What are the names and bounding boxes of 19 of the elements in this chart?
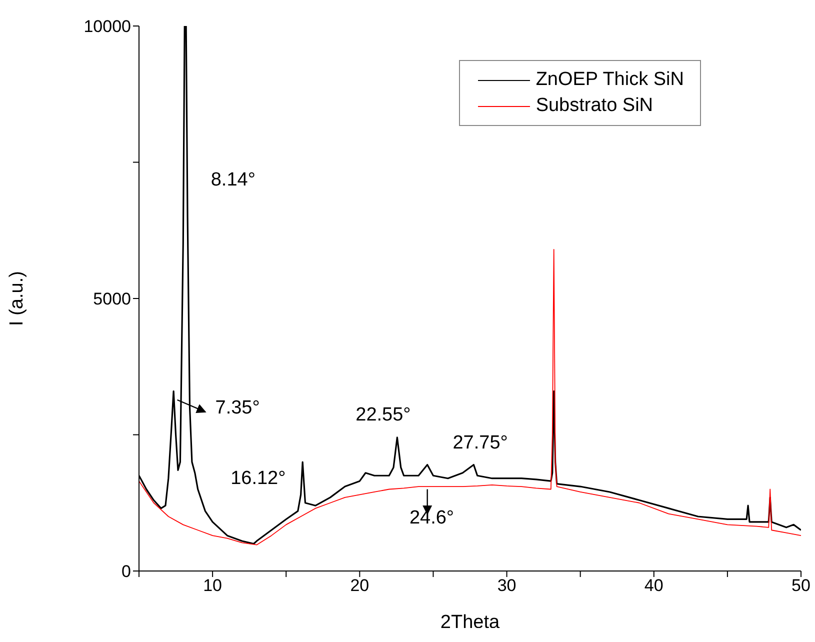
y-tick-label: 0 — [122, 562, 131, 582]
legend-label: ZnOEP Thick SiN — [536, 68, 684, 92]
legend-label: Substrato SiN — [536, 94, 654, 118]
annotation: 22.55° — [356, 404, 411, 426]
annotation: 27.75° — [452, 432, 508, 454]
x-tick-label: 10 — [203, 576, 222, 596]
x-axis-title: 2Theta — [440, 612, 500, 633]
annotation: 7.35° — [215, 398, 260, 419]
line-series — [139, 249, 801, 546]
annotation: 8.14° — [210, 170, 256, 191]
y-tick-label: 10000 — [84, 17, 131, 36]
annotation: 16.12° — [230, 468, 286, 489]
x-tick-label: 20 — [350, 576, 370, 596]
y-axis-title: I (a.u.) — [6, 271, 28, 326]
x-tick-label: 30 — [497, 576, 516, 596]
x-tick-label: 40 — [644, 576, 664, 596]
y-tick-label: 5000 — [93, 290, 131, 309]
annotation: 24.6° — [409, 508, 454, 529]
x-tick-label: 50 — [792, 576, 810, 596]
